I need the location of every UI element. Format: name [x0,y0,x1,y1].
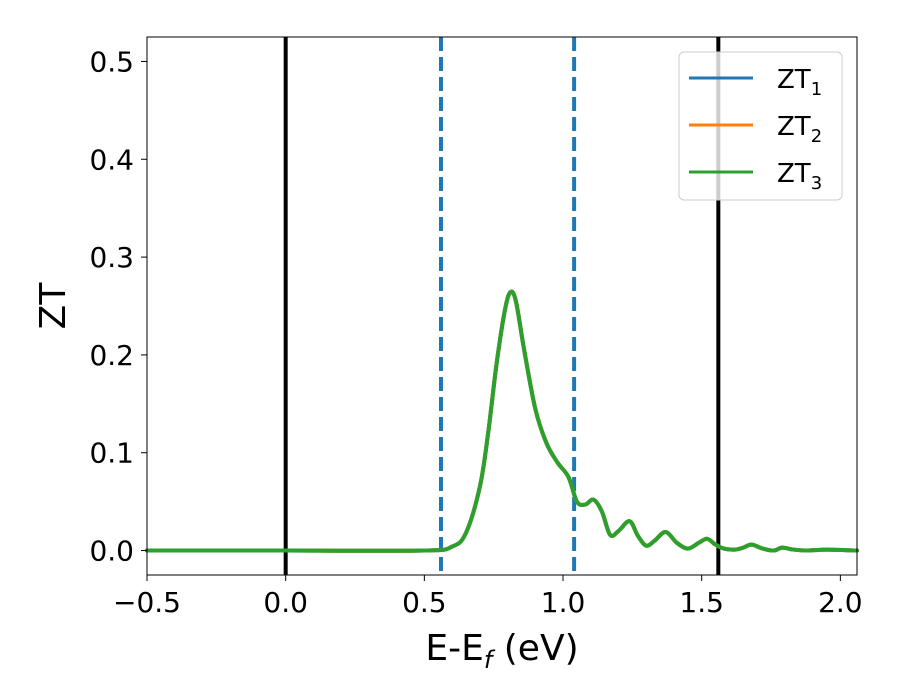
legend-label-3: ZT3 [777,159,822,194]
series-line-3 [145,289,859,553]
y-tick-label: 0.3 [89,241,134,274]
x-tick-label: 2.0 [818,586,863,619]
y-tick-label: 0.4 [89,143,134,176]
y-axis: 0.0 0.1 0.2 0.3 0.4 0.5 [89,45,147,568]
legend-label-1: ZT1 [777,65,822,100]
x-tick-label: 0.0 [263,586,308,619]
y-axis-label: ZT [33,282,74,330]
legend-box [678,51,843,201]
x-tick-label: 0.5 [402,586,447,619]
y-tick-label: 0.0 [89,535,134,568]
x-tick-label: 1.0 [541,586,586,619]
x-axis: −0.5 0.0 0.5 1.0 1.5 2.0 [113,575,863,619]
legend: ZT1 ZT2 ZT3 [678,51,843,201]
x-tick-label: −0.5 [113,586,181,619]
y-tick-label: 0.1 [89,437,134,470]
legend-label-2: ZT2 [777,112,822,147]
x-tick-label: 1.5 [679,586,724,619]
y-tick-label: 0.2 [89,339,134,372]
y-tick-label: 0.5 [89,45,134,78]
x-axis-label: E-Ef (eV) [425,628,578,674]
axes-frame [146,36,858,576]
